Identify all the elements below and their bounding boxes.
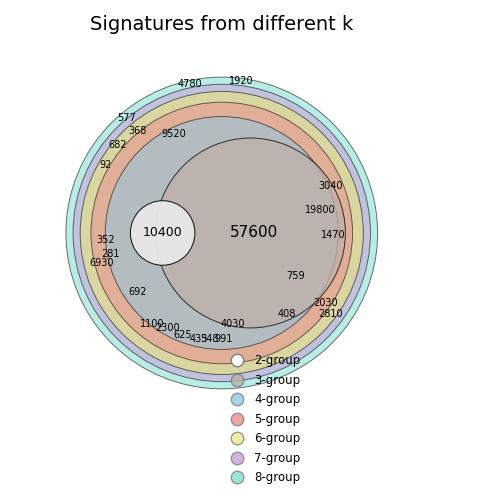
Text: 1920: 1920: [229, 77, 254, 86]
Text: 991: 991: [214, 334, 233, 344]
Circle shape: [131, 201, 195, 265]
Text: 692: 692: [129, 287, 147, 297]
Text: 1470: 1470: [321, 230, 345, 240]
Text: 625: 625: [173, 330, 192, 340]
Text: 548: 548: [200, 334, 218, 344]
Text: 2300: 2300: [156, 323, 180, 333]
Text: 433: 433: [190, 334, 208, 344]
Circle shape: [80, 91, 363, 374]
Text: 19800: 19800: [305, 205, 336, 215]
Text: 4780: 4780: [177, 79, 202, 89]
Text: 577: 577: [117, 113, 136, 123]
Text: 759: 759: [286, 271, 304, 281]
Text: 281: 281: [101, 249, 120, 260]
Text: 10400: 10400: [143, 226, 182, 239]
Text: 1100: 1100: [140, 320, 164, 329]
Text: 9520: 9520: [161, 130, 186, 140]
Circle shape: [91, 102, 352, 364]
Text: 682: 682: [108, 140, 127, 150]
Text: 368: 368: [129, 126, 147, 136]
Text: 4030: 4030: [220, 320, 245, 329]
Circle shape: [73, 84, 370, 382]
Legend: 2-group, 3-group, 4-group, 5-group, 6-group, 7-group, 8-group: 2-group, 3-group, 4-group, 5-group, 6-gr…: [220, 350, 305, 489]
Circle shape: [155, 138, 345, 328]
Text: 92: 92: [99, 160, 111, 170]
Text: 6930: 6930: [90, 259, 114, 269]
Circle shape: [66, 77, 377, 389]
Title: Signatures from different k: Signatures from different k: [90, 15, 353, 34]
Circle shape: [105, 116, 338, 349]
Text: 352: 352: [96, 235, 114, 245]
Text: 57600: 57600: [230, 225, 278, 240]
Text: 3040: 3040: [319, 181, 343, 192]
Text: 2810: 2810: [319, 308, 343, 319]
Text: 2030: 2030: [313, 298, 338, 308]
Text: 408: 408: [277, 308, 295, 319]
